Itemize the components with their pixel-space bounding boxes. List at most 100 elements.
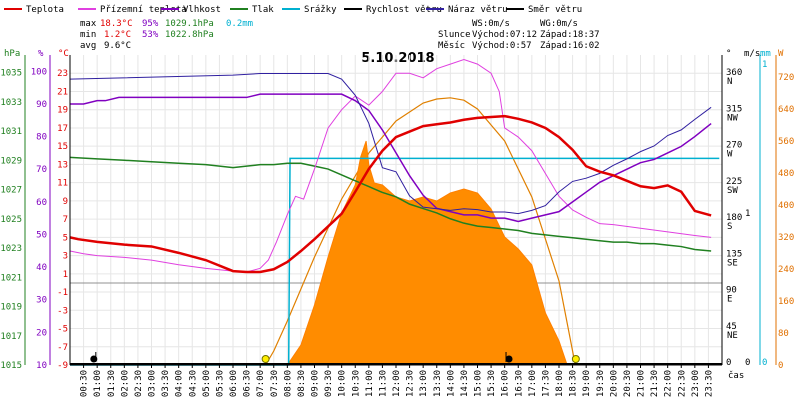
x-tick-label: 22:00 <box>664 370 674 397</box>
moonrise-time: Východ:0:57 <box>472 41 532 51</box>
humidity-tick-label: 60 <box>36 198 47 208</box>
stat-max-rain: 0.2mm <box>226 19 253 29</box>
temperature-tick-label: 9 <box>63 197 68 207</box>
x-tick-label: 16:30 <box>514 370 524 397</box>
legend-wind-speed: Rychlost větru <box>366 5 442 15</box>
temperature-tick-label: -3 <box>57 306 68 316</box>
chart-title: 5.10.2018 <box>361 51 434 66</box>
x-tick-label: 19:00 <box>582 370 592 397</box>
legend-wind-gust: Náraz větru <box>448 5 508 15</box>
pressure-line <box>69 156 712 252</box>
sunrise-time: Východ:07:12 <box>472 30 537 40</box>
x-tick-label: 13:30 <box>433 370 443 397</box>
humidity-unit: % <box>38 49 44 59</box>
x-tick-label: 17:00 <box>528 370 538 397</box>
solar-unit: W <box>778 49 784 59</box>
stat-avg-label: avg <box>80 41 96 51</box>
legend-wind-direction: Směr větru <box>528 5 582 15</box>
x-tick-label: 08:30 <box>297 370 307 397</box>
temperature-tick-label: 11 <box>57 179 68 189</box>
moonset-time: Západ:16:02 <box>540 41 600 51</box>
direction-tick-label: 135 <box>726 249 742 259</box>
x-axis-label: čas <box>728 370 744 381</box>
wind-speed-info: WS:0m/s <box>472 19 510 29</box>
solar-tick-label: 560 <box>778 137 794 147</box>
stat-max-pressure: 1029.1hPa <box>165 19 214 29</box>
x-tick-label: 08:00 <box>283 370 293 397</box>
direction-tick-label: 180 <box>726 213 742 223</box>
x-tick-label: 11:00 <box>365 370 375 397</box>
x-tick-label: 19:30 <box>596 370 606 397</box>
humidity-tick-label: 30 <box>36 296 47 306</box>
x-tick-label: 15:00 <box>474 370 484 397</box>
astro-info: WS:0m/s WG:0m/s Slunce Východ:07:12 Zápa… <box>438 19 600 51</box>
solar-tick-label: 80 <box>778 329 789 339</box>
temperature-tick-label: -1 <box>57 288 68 298</box>
wind-speed-tick-label: 1 <box>745 209 750 219</box>
x-tick-label: 10:30 <box>351 370 361 397</box>
temperature-tick-label: -9 <box>57 361 68 371</box>
legend-temperature: Teplota <box>26 5 64 15</box>
x-tick-label: 04:30 <box>188 370 198 397</box>
x-tick-label: 12:30 <box>406 370 416 397</box>
x-tick-label: 09:30 <box>324 370 334 397</box>
stat-min-pressure: 1022.8hPa <box>165 30 214 40</box>
pressure-tick-label: 1015 <box>0 361 22 371</box>
x-tick-label: 00:30 <box>80 370 90 397</box>
temperature-unit: °C <box>58 49 69 59</box>
x-tick-label: 15:30 <box>487 370 497 397</box>
solar-tick-label: 640 <box>778 105 794 115</box>
x-tick-label: 23:30 <box>704 370 714 397</box>
solar-tick-label: 0 <box>778 361 783 371</box>
humidity-tick-label: 10 <box>36 361 47 371</box>
x-tick-label: 10:00 <box>338 370 348 397</box>
humidity-tick-label: 50 <box>36 230 47 240</box>
x-tick-label: 18:30 <box>569 370 579 397</box>
x-tick-label: 02:30 <box>134 370 144 397</box>
x-tick-label: 06:00 <box>229 370 239 397</box>
direction-name-label: N <box>727 77 732 87</box>
plot-area <box>69 55 723 366</box>
sunrise-marker <box>261 355 270 363</box>
stat-max-humidity: 95% <box>142 19 159 29</box>
direction-tick-label: 360 <box>726 68 742 78</box>
temperature-tick-label: 1 <box>63 270 68 280</box>
pressure-tick-label: 1035 <box>0 69 22 79</box>
direction-unit: ° <box>726 49 731 59</box>
x-tick-label: 01:30 <box>107 370 117 397</box>
solar-tick-label: 160 <box>778 297 794 307</box>
direction-name-label: W <box>727 150 733 160</box>
legend: Teplota Přízemní teplota Vlhkost Tlak Sr… <box>4 5 582 15</box>
rain-unit: mm <box>760 49 771 59</box>
humidity-tick-label: 80 <box>36 133 47 143</box>
humidity-tick-label: 70 <box>36 165 47 175</box>
solar-tick-label: 320 <box>778 233 794 243</box>
solar-tick-label: 240 <box>778 265 794 275</box>
temperature-tick-label: -7 <box>57 343 68 353</box>
temperature-tick-label: 5 <box>63 233 68 243</box>
direction-tick-label: 90 <box>726 286 737 296</box>
humidity-tick-label: 20 <box>36 328 47 338</box>
x-tick-label: 18:00 <box>555 370 565 397</box>
pressure-tick-label: 1031 <box>0 127 22 137</box>
direction-tick-label: 0 <box>726 358 731 368</box>
x-tick-label: 07:00 <box>256 370 266 397</box>
x-tick-label: 21:30 <box>650 370 660 397</box>
x-tick-label: 21:00 <box>637 370 647 397</box>
pressure-tick-label: 1025 <box>0 215 22 225</box>
x-tick-label: 17:30 <box>541 370 551 397</box>
direction-tick-label: 270 <box>726 141 742 151</box>
direction-tick-label: 315 <box>726 104 742 114</box>
stat-min-temperature: 1.2°C <box>104 30 131 40</box>
sunset-time: Západ:18:37 <box>540 30 600 40</box>
sunset-marker <box>571 355 580 363</box>
direction-tick-label: 45 <box>726 322 737 332</box>
humidity-tick-label: 100 <box>31 67 47 77</box>
wind-speed-tick-label: 0 <box>745 358 750 368</box>
legend-ground-temperature: Přízemní teplota <box>100 5 187 15</box>
direction-name-label: E <box>727 295 732 305</box>
legend-humidity: Vlhkost <box>183 5 221 15</box>
x-tick-label: 12:00 <box>392 370 402 397</box>
pressure-tick-label: 1021 <box>0 273 22 283</box>
